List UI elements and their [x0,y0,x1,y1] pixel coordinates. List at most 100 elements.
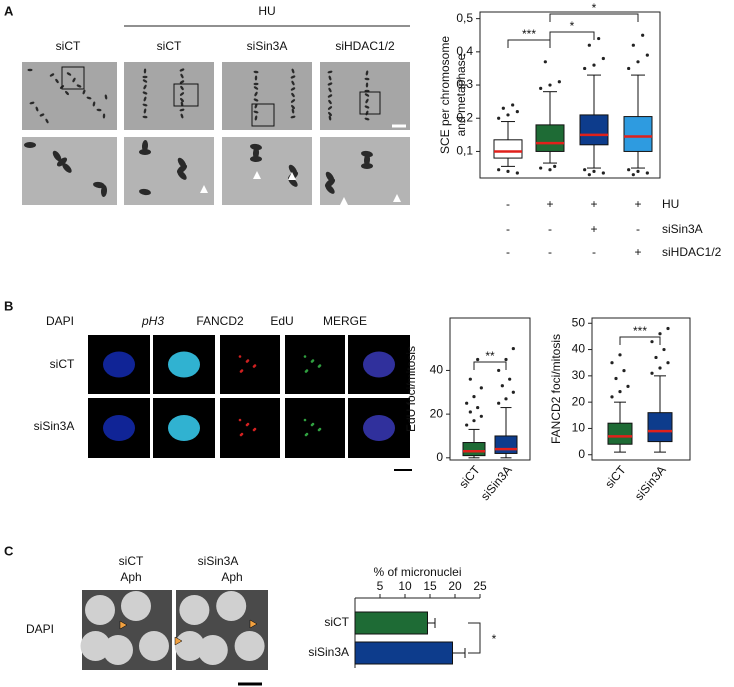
y-axis-label: SCE per chromosome [438,36,452,154]
plot-frame [479,11,661,179]
chromosome [250,156,262,162]
chromosome [35,106,39,112]
arrowhead [249,619,258,629]
outlier [626,384,630,388]
outlier [548,168,552,172]
y-axis-label: EdU foci/mitosis [404,346,418,432]
outlier [472,395,476,399]
chromosome [65,90,69,96]
significance-bracket [468,622,481,654]
chromosome [361,163,373,169]
chromosome [291,68,295,74]
x-tick-label: 5 [377,579,384,593]
focus [240,432,244,436]
chromosome [179,92,185,96]
outlier [610,361,614,365]
significance-label: * [570,19,575,33]
chromosome [364,93,370,97]
cell [363,351,395,378]
chromosome [254,103,258,109]
condition-label: siSin3A [662,222,703,236]
outlier [497,116,501,120]
outlier [497,168,501,172]
chromosome [72,77,76,83]
x-tick-label: siSin3A [478,463,515,503]
chromosome [39,113,45,117]
micrographs [80,590,268,686]
chromosome [180,113,184,119]
outlier [658,332,662,336]
column-label: siHDAC1/2 [335,39,395,53]
arrowhead [288,172,296,180]
condition-label: HU [662,197,679,211]
outlier [636,169,640,173]
outlier [601,171,605,175]
outlier [511,346,515,351]
y-axis-label: and metaphase [454,53,468,136]
column-label: MERGE [323,314,367,328]
box [462,442,486,457]
outlier [539,166,543,170]
condition-mark: + [634,197,641,211]
chromosome [328,111,332,117]
chromosome [179,80,185,84]
chromosome [291,104,295,110]
chart-title: % of micronuclei [373,565,461,579]
chromosome [104,94,108,100]
micrograph [320,137,410,205]
micrograph [285,335,345,394]
box [607,422,633,445]
outlier [627,168,631,172]
y-tick-label: 0,2 [456,110,473,124]
chromosome [92,101,96,107]
significance-label: * [492,632,497,646]
outlier [497,401,501,405]
chromosome [143,96,147,102]
chromosome [45,118,49,124]
bar [354,641,453,665]
outlier [641,33,645,37]
box [535,124,565,152]
significance-label: ** [485,349,495,363]
focus [238,355,242,358]
box [579,114,609,146]
significance-bracket [549,13,639,22]
nucleus [121,591,151,621]
outlier [479,414,483,418]
row-label: siSin3A [34,419,75,433]
plot-frame [591,317,691,461]
chromosome [291,80,295,86]
focus [303,355,307,358]
cell [103,415,135,441]
arrowhead [119,620,128,630]
group-label: HU [258,4,275,18]
significance-bracket [619,336,661,345]
condition-mark: - [506,197,510,211]
outlier [666,326,670,331]
x-tick-label: siCT [602,462,629,490]
chromosome [253,70,259,74]
micrograph [22,62,117,130]
significance-bracket [549,31,595,40]
plot-frame [449,317,531,461]
column-label: FANCD2 [196,314,244,328]
condition-mark: - [592,245,596,259]
chromosome [24,142,36,148]
outlier [587,43,591,47]
outlier [479,386,483,390]
nucleus [85,595,115,625]
column-label: pH3 [141,314,164,328]
micrograph [124,62,214,130]
outlier [468,410,472,414]
outlier [508,377,512,381]
zoom-box [251,103,275,127]
box [647,412,673,443]
focus [303,418,307,422]
column-label: siSin3A [247,39,288,53]
outlier [654,355,658,360]
chromosome [102,113,106,119]
micrograph [320,62,410,130]
chromosome [180,85,184,91]
y-tick-label: 40 [572,342,586,356]
arrowhead [340,197,348,205]
